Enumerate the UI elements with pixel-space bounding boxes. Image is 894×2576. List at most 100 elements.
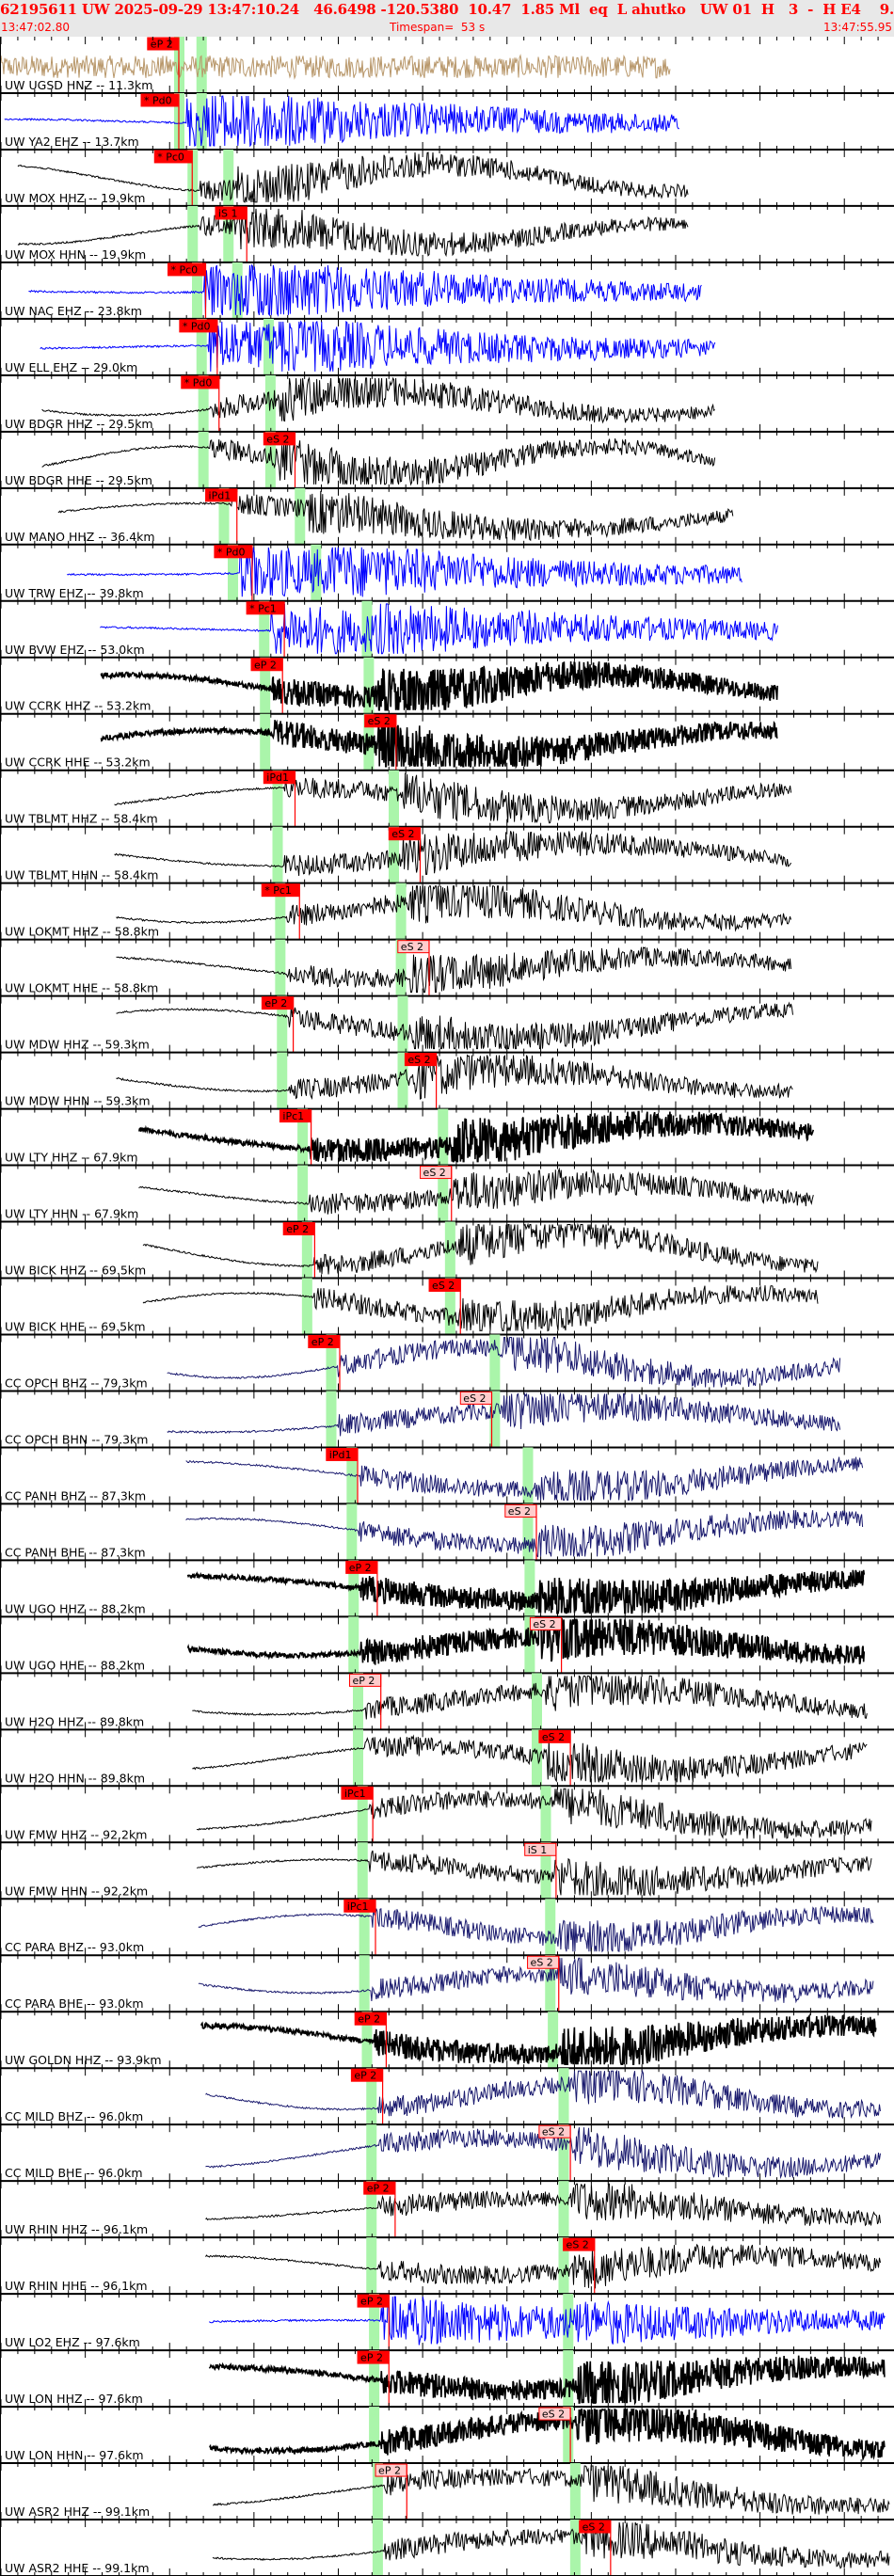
phase-pick-label: eS 2 (368, 715, 391, 727)
channel-row[interactable]: * Pc0 UW NAC EHZ -- 23.8km (0, 262, 894, 326)
channel-row[interactable]: eS 2 CC MILD BHE -- 96.0km (0, 2124, 894, 2189)
channel-row[interactable]: iPc1 CC PARA BHZ -- 93.0km (0, 1899, 894, 1964)
channel-row[interactable]: eS 2 UW MDW HHN -- 59.3km (0, 1052, 894, 1117)
channel-row[interactable]: eS 2 CC PANH BHE -- 87.3km (0, 1503, 894, 1568)
phase-pick-label: * Pd0 (144, 94, 172, 106)
channel-row[interactable]: eS 2 UW ASR2 HHE -- 99.1km (0, 2520, 894, 2576)
channel-label: UW GOLDN HHZ -- 93.9km (5, 2053, 162, 2067)
predicted-p-band (369, 2407, 380, 2464)
channel-label: UW YA2 EHZ -- 13.7km (5, 135, 139, 149)
channel-row[interactable]: * Pc0 UW MOX HHZ -- 19.9km (0, 149, 894, 214)
predicted-s-band (540, 1786, 551, 1843)
channel-label: UW LTY HHZ -- 67.9km (5, 1151, 138, 1165)
predicted-p-band (297, 1165, 309, 1222)
channel-row[interactable]: eP 2 UW GOLDN HHZ -- 93.9km (0, 2012, 894, 2076)
channel-row[interactable]: iPd1 CC PANH BHZ -- 87.3km (0, 1447, 894, 1512)
channel-row[interactable]: eS 2 UW UGO HHE -- 88.2km (0, 1616, 894, 1681)
predicted-s-band (558, 2068, 569, 2125)
predicted-p-band (301, 1278, 312, 1335)
phase-pick-label: * Pc1 (264, 884, 292, 897)
phase-pick-label: eS 2 (533, 1618, 555, 1630)
phase-pick-label: iPd1 (266, 771, 289, 784)
channel-row[interactable]: eS 2 CC PARA BHE -- 93.0km (0, 1955, 894, 2020)
channel-label: UW UGO HHE -- 88.2km (5, 1658, 145, 1672)
waveform-trace (196, 1850, 872, 1897)
predicted-s-band (397, 1052, 408, 1109)
waveform-trace (67, 547, 742, 597)
channel-label: UW LOKMT HHZ -- 58.8km (5, 925, 159, 939)
predicted-s-band (295, 487, 306, 545)
predicted-p-band (277, 995, 288, 1053)
channel-row[interactable]: eS 2 UW LON HHN -- 97.6km (0, 2407, 894, 2472)
waveform-trace (116, 946, 791, 994)
predicted-s-band (522, 1447, 534, 1504)
channel-row[interactable]: eS 2 CC OPCH BHN -- 79.3km (0, 1391, 894, 1455)
channel-row[interactable]: eP 2 UW UGO HHZ -- 88.2km (0, 1560, 894, 1625)
predicted-s-band (563, 2294, 574, 2351)
channel-row[interactable]: eP 2 UW BICK HHZ -- 69.5km (0, 1221, 894, 1286)
waveform-trace (17, 151, 689, 203)
channel-row[interactable]: eS 2 UW LTY HHN -- 67.9km (0, 1165, 894, 1230)
predicted-p-band (326, 1334, 337, 1391)
channel-row[interactable]: eP 2 UW CCRK HHZ -- 53.2km (0, 657, 894, 722)
channel-row[interactable]: eS 2 UW H2O HHN -- 89.8km (0, 1729, 894, 1794)
predicted-s-band (563, 2350, 574, 2408)
waveform-trace (208, 2296, 886, 2345)
predicted-s-band (231, 262, 243, 319)
channel-row[interactable]: eP 2 CC OPCH BHZ -- 79.3km (0, 1334, 894, 1399)
channel-row[interactable]: iPd1 UW TBLMT HHZ -- 58.4km (0, 770, 894, 835)
channel-row[interactable]: * Pc1 UW BVW EHZ -- 53.0km (0, 600, 894, 665)
channel-label: UW NAC EHZ -- 23.8km (5, 304, 142, 318)
predicted-p-band (346, 1447, 358, 1504)
channel-row[interactable]: iPd1 UW MANO HHZ -- 36.4km (0, 487, 894, 552)
channel-row[interactable]: iS 1 UW FMW HHN -- 92.2km (0, 1842, 894, 1907)
channel-row[interactable]: iPc1 UW FMW HHZ -- 92.2km (0, 1786, 894, 1851)
channel-row[interactable]: eP 2 UW UGSD HNZ -- 11.3km (0, 37, 894, 101)
channel-row[interactable]: * Pd0 UW BDGR HHZ -- 29.5km (0, 374, 894, 439)
predicted-s-band (223, 149, 234, 206)
channel-row[interactable]: eS 2 UW BDGR HHE -- 29.5km (0, 431, 894, 496)
channel-row[interactable]: eP 2 UW LON HHZ -- 97.6km (0, 2350, 894, 2415)
channel-row[interactable]: eP 2 UW MDW HHZ -- 59.3km (0, 995, 894, 1060)
waveform-panel[interactable]: eP 2 UW UGSD HNZ -- 11.3km * Pd0 UW YA2 EHZ… (0, 37, 894, 2576)
channel-row[interactable]: * Pc1 UW LOKMT HHZ -- 58.8km (0, 883, 894, 947)
channel-row[interactable]: eS 2 UW RHIN HHE -- 96.1km (0, 2237, 894, 2302)
waveform-trace (186, 1617, 866, 1665)
waveform-trace (28, 263, 702, 317)
channel-row[interactable]: eS 2 UW BICK HHE -- 69.5km (0, 1278, 894, 1343)
channel-row[interactable]: iS 1 UW MOX HHN -- 19.9km (0, 205, 894, 270)
channel-row[interactable]: eP 2 UW H2O HHZ -- 89.8km (0, 1673, 894, 1738)
channel-row[interactable]: * Pd0 UW TRW EHZ -- 39.8km (0, 544, 894, 609)
channel-row[interactable]: eP 2 UW RHIN HHZ -- 96.1km (0, 2181, 894, 2246)
channel-label: UW BICK HHE -- 69.5km (5, 1319, 146, 1333)
predicted-s-band (532, 1729, 542, 1787)
phase-pick-label: iPd1 (329, 1449, 352, 1461)
predicted-s-band (196, 92, 207, 150)
phase-pick-label: eP 2 (358, 2013, 380, 2026)
channel-label: UW LON HHZ -- 97.6km (5, 2392, 143, 2406)
phase-pick-label: * Pd0 (183, 320, 211, 332)
predicted-s-band (545, 1899, 556, 1956)
waveform-trace (167, 1337, 841, 1388)
phase-pick-label: * Pc1 (249, 602, 277, 614)
predicted-p-band (275, 883, 286, 940)
channel-row[interactable]: * Pd0 UW YA2 EHZ -- 13.7km (0, 92, 894, 157)
seismogram-plot[interactable]: eP 2 UW UGSD HNZ -- 11.3km * Pd0 UW YA2 EHZ… (0, 37, 894, 2576)
channel-label: UW FMW HHN -- 92.2km (5, 1884, 148, 1898)
predicted-p-band (260, 713, 271, 771)
channel-row[interactable]: eS 2 UW LOKMT HHE -- 58.8km (0, 939, 894, 1004)
channel-row[interactable]: eP 2 UW LO2 EHZ -- 97.6km (0, 2294, 894, 2359)
waveform-trace (142, 1222, 819, 1275)
waveform-trace (212, 2521, 890, 2569)
predicted-p-band (192, 262, 202, 319)
channel-row[interactable]: iPc1 UW LTY HHZ -- 67.9km (0, 1108, 894, 1173)
channel-row[interactable]: eS 2 UW CCRK HHE -- 53.2km (0, 713, 894, 778)
phase-pick-label: * Pc0 (157, 151, 184, 163)
waveform-trace (192, 1675, 868, 1720)
channel-row[interactable]: eS 2 UW TBLMT HHN -- 58.4km (0, 826, 894, 891)
waveform-trace (167, 1391, 841, 1437)
channel-row[interactable]: eP 2 CC MILD BHZ -- 96.0km (0, 2068, 894, 2133)
channel-label: UW LTY HHN -- 67.9km (5, 1207, 138, 1221)
channel-row[interactable]: * Pd0 UW ELL EHZ -- 29.0km (0, 318, 894, 383)
channel-row[interactable]: eP 2 UW ASR2 HHZ -- 99.1km (0, 2463, 894, 2528)
